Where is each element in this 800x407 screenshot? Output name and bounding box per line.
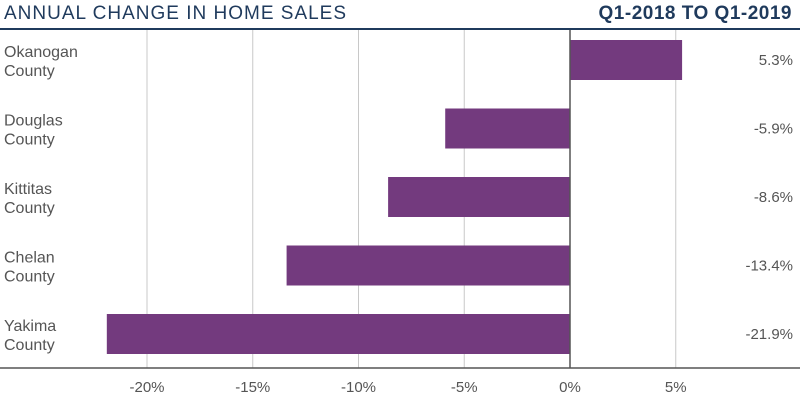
x-tick-label: -5% (451, 379, 478, 396)
data-label: -8.6% (754, 189, 793, 206)
category-label: Douglas County (4, 113, 63, 149)
category-label-line: Kittitas (4, 181, 52, 198)
category-label-line: Okanogan (4, 44, 78, 61)
category-label-line: County (4, 269, 55, 286)
bar (570, 40, 683, 80)
category-label-line: County (4, 200, 55, 217)
category-label-line: County (4, 63, 55, 80)
chart-header: ANNUAL CHANGE IN HOME SALES Q1-2018 TO Q… (0, 0, 800, 30)
x-tick-label: 0% (559, 379, 581, 396)
bar (286, 245, 570, 286)
data-label: -21.9% (745, 326, 793, 343)
category-label: Yakima County (4, 318, 56, 354)
chart-title: ANNUAL CHANGE IN HOME SALES (4, 3, 348, 24)
category-label-line: Yakima (4, 318, 56, 335)
bar (388, 177, 570, 217)
category-label-line: County (4, 132, 55, 149)
x-tick-label: 5% (665, 379, 687, 396)
bar (106, 314, 570, 354)
category-label-line: Douglas (4, 113, 63, 130)
bar (445, 108, 570, 149)
category-label-line: County (4, 337, 55, 354)
category-label-line: Chelan (4, 250, 55, 267)
data-label: -13.4% (745, 258, 793, 275)
header-rule (0, 28, 800, 30)
category-label: Kittitas County (4, 181, 55, 217)
data-label: -5.9% (754, 121, 793, 138)
data-label: 5.3% (759, 52, 793, 69)
category-label: Chelan County (4, 250, 55, 286)
x-tick-label: -10% (341, 379, 376, 396)
x-tick-label: -20% (129, 379, 164, 396)
chart-period: Q1-2018 TO Q1-2019 (598, 3, 792, 24)
category-label: Okanogan County (4, 44, 78, 80)
x-tick-label: -15% (235, 379, 270, 396)
